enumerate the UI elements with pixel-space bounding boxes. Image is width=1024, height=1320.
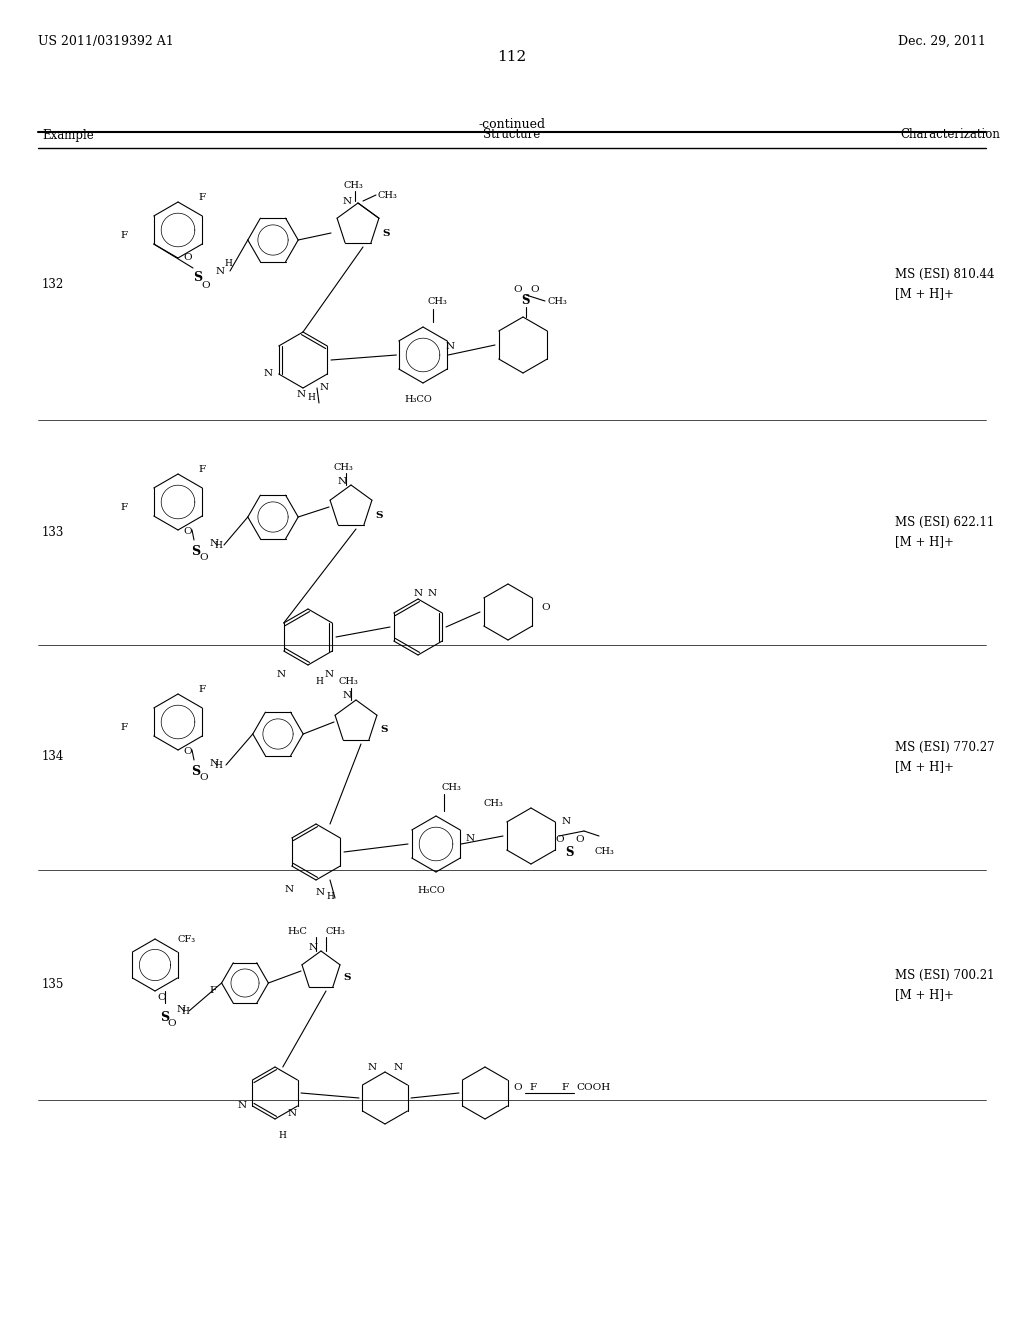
Text: N: N	[414, 590, 423, 598]
Text: N: N	[210, 539, 219, 548]
Text: N: N	[325, 671, 334, 678]
Text: N: N	[276, 671, 286, 678]
Text: O: O	[183, 253, 193, 263]
Text: MS (ESI) 770.27: MS (ESI) 770.27	[895, 741, 994, 754]
Text: N: N	[238, 1101, 247, 1110]
Text: CF₃: CF₃	[177, 936, 196, 945]
Text: CH₃: CH₃	[338, 677, 358, 686]
Text: H₃CO: H₃CO	[404, 395, 432, 404]
Text: -continued: -continued	[478, 117, 546, 131]
Text: F: F	[121, 722, 128, 731]
Text: N: N	[315, 888, 325, 898]
Text: H₃C: H₃C	[287, 927, 307, 936]
Text: MS (ESI) 700.21: MS (ESI) 700.21	[895, 969, 994, 982]
Text: N: N	[393, 1063, 402, 1072]
Text: Example: Example	[42, 128, 94, 141]
Text: 134: 134	[42, 751, 65, 763]
Text: O: O	[183, 528, 193, 536]
Text: H: H	[315, 677, 324, 686]
Text: MS (ESI) 622.11: MS (ESI) 622.11	[895, 516, 994, 528]
Text: 135: 135	[42, 978, 65, 991]
Text: S: S	[194, 271, 203, 284]
Text: CH₃: CH₃	[343, 181, 362, 190]
Text: O: O	[183, 747, 193, 756]
Text: H: H	[224, 260, 231, 268]
Text: O: O	[555, 836, 564, 845]
Text: N: N	[343, 692, 352, 701]
Text: O: O	[200, 774, 208, 783]
Text: N: N	[285, 884, 294, 894]
Text: O: O	[514, 285, 522, 293]
Text: H: H	[279, 1131, 287, 1140]
Text: F: F	[198, 685, 205, 694]
Text: H: H	[181, 1006, 188, 1015]
Text: N: N	[297, 389, 306, 399]
Text: S: S	[343, 973, 350, 982]
Text: COOH: COOH	[575, 1084, 610, 1093]
Text: N: N	[338, 477, 347, 486]
Text: [M + H]+: [M + H]+	[895, 536, 954, 549]
Text: O: O	[200, 553, 208, 562]
Text: O: O	[202, 281, 210, 290]
Text: CH₃: CH₃	[547, 297, 567, 305]
Text: N: N	[368, 1063, 377, 1072]
Text: N: N	[562, 817, 571, 826]
Text: H: H	[307, 393, 315, 403]
Text: N: N	[427, 590, 436, 598]
Text: F: F	[561, 1084, 568, 1093]
Text: F: F	[198, 466, 205, 474]
Text: 132: 132	[42, 277, 65, 290]
Text: N: N	[445, 342, 455, 351]
Text: [M + H]+: [M + H]+	[895, 288, 954, 301]
Text: CH₃: CH₃	[326, 927, 346, 936]
Text: S: S	[382, 228, 389, 238]
Text: S: S	[161, 1011, 170, 1024]
Text: O: O	[541, 602, 550, 611]
Text: N: N	[216, 267, 225, 276]
Text: [M + H]+: [M + H]+	[895, 760, 954, 774]
Text: F: F	[210, 986, 217, 995]
Text: N: N	[177, 1005, 186, 1014]
Text: O: O	[530, 285, 540, 293]
Text: H: H	[214, 540, 222, 549]
Text: N: N	[319, 384, 329, 392]
Text: S: S	[191, 545, 201, 558]
Text: F: F	[121, 231, 128, 239]
Text: S: S	[522, 294, 530, 308]
Text: 112: 112	[498, 50, 526, 63]
Text: H: H	[214, 760, 222, 770]
Text: N: N	[288, 1109, 297, 1118]
Text: N: N	[308, 942, 317, 952]
Text: CH₃: CH₃	[378, 190, 398, 199]
Text: H: H	[326, 892, 334, 902]
Text: US 2011/0319392 A1: US 2011/0319392 A1	[38, 36, 174, 48]
Text: S: S	[565, 846, 573, 858]
Text: H₃CO: H₃CO	[417, 886, 444, 895]
Text: S: S	[380, 726, 387, 734]
Text: O: O	[168, 1019, 176, 1027]
Text: CH₃: CH₃	[428, 297, 447, 306]
Text: S: S	[375, 511, 383, 520]
Text: CH₃: CH₃	[595, 847, 614, 857]
Text: Characterization: Characterization	[900, 128, 999, 141]
Text: N: N	[342, 197, 351, 206]
Text: F: F	[121, 503, 128, 511]
Text: O: O	[158, 994, 166, 1002]
Text: N: N	[263, 370, 272, 379]
Text: CH₃: CH₃	[441, 784, 461, 792]
Text: N: N	[466, 834, 475, 843]
Text: Dec. 29, 2011: Dec. 29, 2011	[898, 36, 986, 48]
Text: CH₃: CH₃	[333, 462, 353, 471]
Text: 133: 133	[42, 525, 65, 539]
Text: [M + H]+: [M + H]+	[895, 989, 954, 1002]
Text: CH₃: CH₃	[483, 799, 503, 808]
Text: F: F	[198, 194, 205, 202]
Text: N: N	[210, 759, 219, 767]
Text: O: O	[575, 836, 584, 845]
Text: F: F	[529, 1084, 537, 1093]
Text: S: S	[191, 766, 201, 777]
Text: Structure: Structure	[483, 128, 541, 141]
Text: MS (ESI) 810.44: MS (ESI) 810.44	[895, 268, 994, 281]
Text: O: O	[513, 1084, 521, 1093]
